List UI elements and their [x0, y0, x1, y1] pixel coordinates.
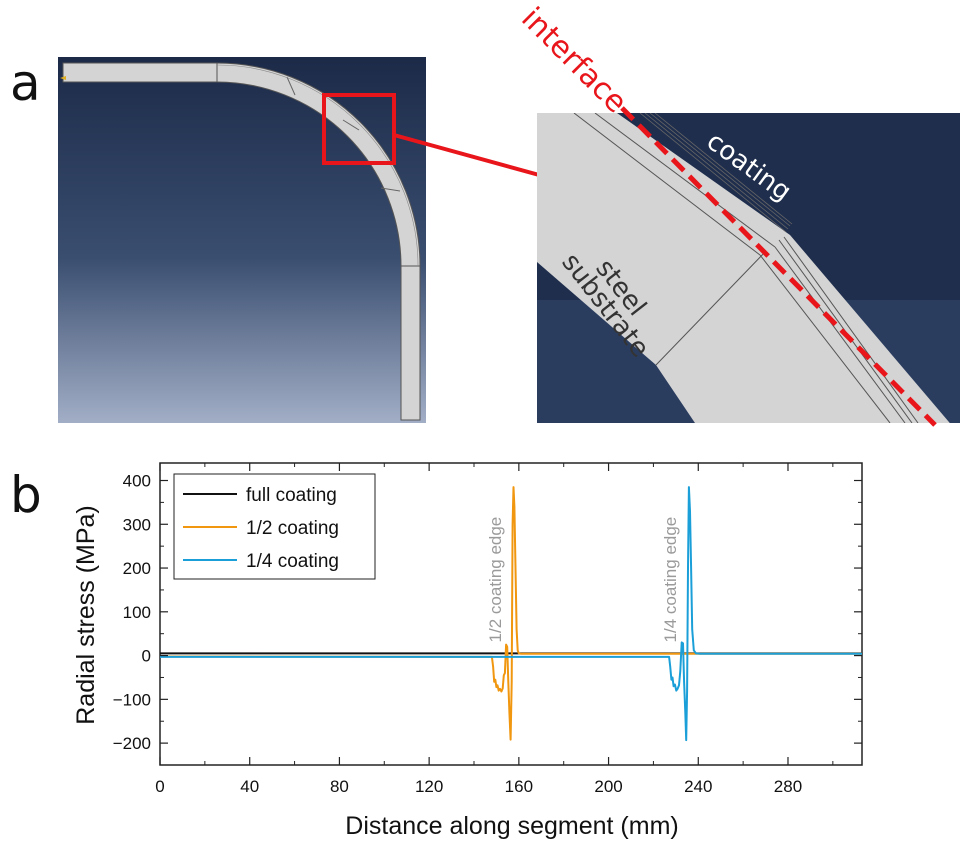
x-tick-label: 80 — [330, 777, 349, 796]
y-tick-label: 0 — [142, 647, 151, 666]
panel-a-figure: interface coating steel substrate — [58, 1, 960, 427]
legend-label-quarter-coating: 1/4 coating — [246, 551, 339, 572]
interface-line — [620, 106, 937, 427]
x-tick-label: 40 — [240, 777, 259, 796]
annotation-0: 1/2 coating edge — [486, 517, 505, 643]
series-line-1 — [159, 486, 862, 741]
x-tick-label: 200 — [594, 777, 622, 796]
model-viewport — [58, 57, 426, 423]
annotation-1: 1/4 coating edge — [661, 517, 680, 643]
segment-partition — [342, 119, 360, 131]
zoom-viewport — [537, 113, 960, 423]
x-tick-label: 0 — [155, 777, 164, 796]
y-tick-label: 300 — [123, 515, 151, 534]
interface-label: interface — [514, 1, 633, 120]
marker-icon — [60, 76, 66, 80]
x-tick-label: 240 — [684, 777, 712, 796]
y-axis-title: Radial stress (MPa) — [72, 505, 100, 725]
segment-partition — [286, 76, 296, 96]
x-tick-label: 120 — [415, 777, 443, 796]
x-tick-label: 160 — [505, 777, 533, 796]
legend-label-half-coating: 1/2 coating — [246, 518, 339, 539]
series-line-2 — [160, 486, 862, 742]
coating-layer-line — [216, 64, 419, 267]
y-tick-label: 100 — [123, 603, 151, 622]
segment-partition — [380, 187, 401, 192]
legend-box — [173, 473, 376, 580]
panel-b-label: b — [10, 466, 42, 524]
y-tick-label: −100 — [113, 690, 151, 709]
y-tick-label: 400 — [123, 472, 151, 491]
y-tick-label: 200 — [123, 559, 151, 578]
plot-frame — [159, 462, 863, 766]
legend-label-full-coating: full coating — [246, 485, 337, 506]
bent-segment-shape — [62, 62, 421, 421]
y-tick-label: −200 — [113, 734, 151, 753]
x-tick-label: 280 — [774, 777, 802, 796]
zoom-region-box — [322, 93, 396, 165]
x-axis-title: Distance along segment (mm) — [345, 812, 678, 840]
panel-a-label: a — [10, 54, 41, 112]
